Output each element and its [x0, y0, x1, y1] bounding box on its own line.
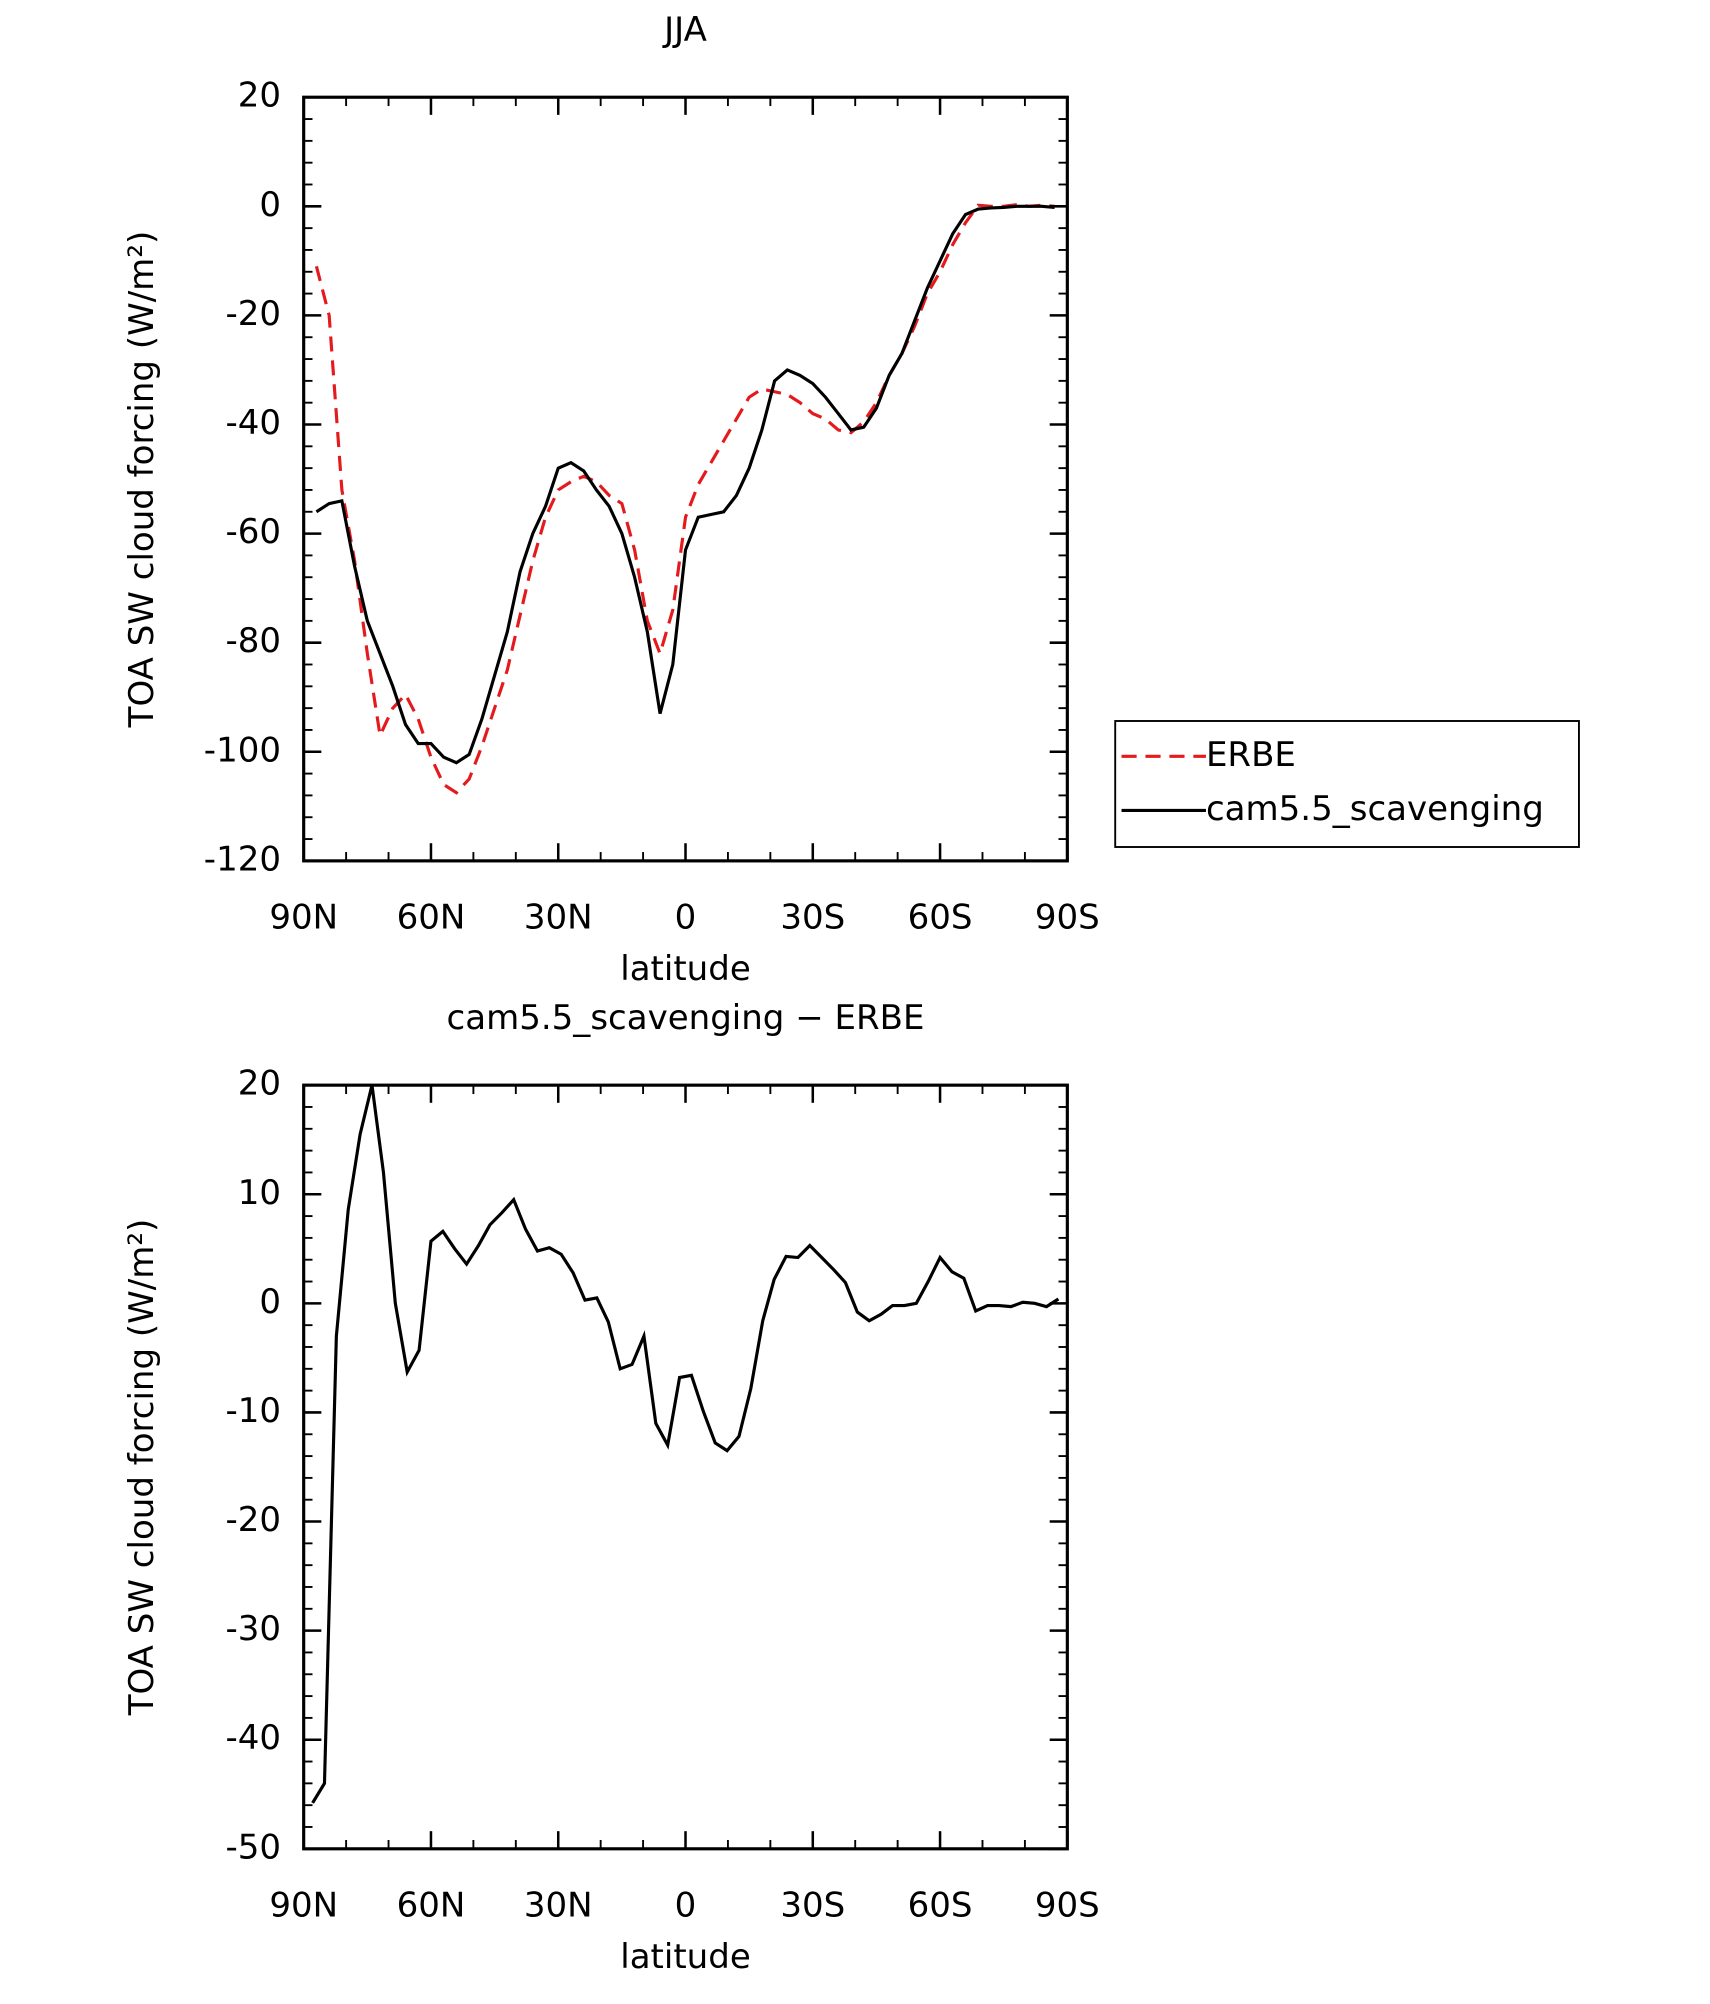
x-axis-label: latitude	[620, 1937, 751, 1977]
x-tick-label: 90N	[269, 1885, 338, 1925]
y-tick-label: 0	[259, 185, 281, 225]
y-tick-label: -10	[225, 1391, 281, 1431]
x-tick-label: 30S	[780, 897, 845, 937]
x-tick-label: 90N	[269, 897, 338, 937]
y-axis-label: TOA SW cloud forcing (W/m²)	[122, 1219, 162, 1717]
y-tick-label: 0	[259, 1282, 281, 1322]
x-tick-label: 60S	[908, 1885, 973, 1925]
legend-label: ERBE	[1206, 735, 1296, 775]
chart-title: JJA	[662, 10, 707, 50]
y-axis-label: TOA SW cloud forcing (W/m²)	[122, 231, 162, 729]
x-tick-label: 0	[675, 1885, 697, 1925]
plot-frame	[302, 1083, 1069, 1851]
x-axis-label: latitude	[620, 949, 751, 989]
legend-label: cam5.5_scavenging	[1206, 789, 1544, 829]
x-tick-label: 30N	[524, 897, 593, 937]
data-line	[314, 203, 1055, 795]
y-tick-label: -20	[225, 294, 281, 334]
x-tick-label: 30N	[524, 1885, 593, 1925]
y-tick-label: -120	[204, 839, 281, 879]
y-tick-label: -60	[225, 512, 281, 552]
y-tick-label: -80	[225, 621, 281, 661]
y-tick-label: 10	[238, 1173, 281, 1213]
chart-title: cam5.5_scavenging − ERBE	[447, 998, 925, 1038]
x-tick-label: 60N	[397, 897, 466, 937]
y-tick-label: 20	[238, 76, 281, 116]
x-tick-label: 90S	[1035, 897, 1100, 937]
data-line	[311, 1084, 1060, 1804]
y-tick-label: -50	[225, 1827, 281, 1867]
data-line	[315, 204, 1055, 765]
y-tick-label: -40	[225, 1718, 281, 1758]
y-tick-label: -30	[225, 1609, 281, 1649]
plot-frame	[302, 95, 1069, 863]
x-tick-label: 60N	[397, 1885, 466, 1925]
legend-box	[1114, 720, 1580, 848]
x-tick-label: 90S	[1035, 1885, 1100, 1925]
x-tick-label: 30S	[780, 1885, 845, 1925]
x-tick-label: 60S	[908, 897, 973, 937]
y-tick-label: -40	[225, 403, 281, 443]
y-tick-label: -100	[204, 730, 281, 770]
y-tick-label: -20	[225, 1500, 281, 1540]
x-tick-label: 0	[675, 897, 697, 937]
y-tick-label: 20	[238, 1064, 281, 1104]
